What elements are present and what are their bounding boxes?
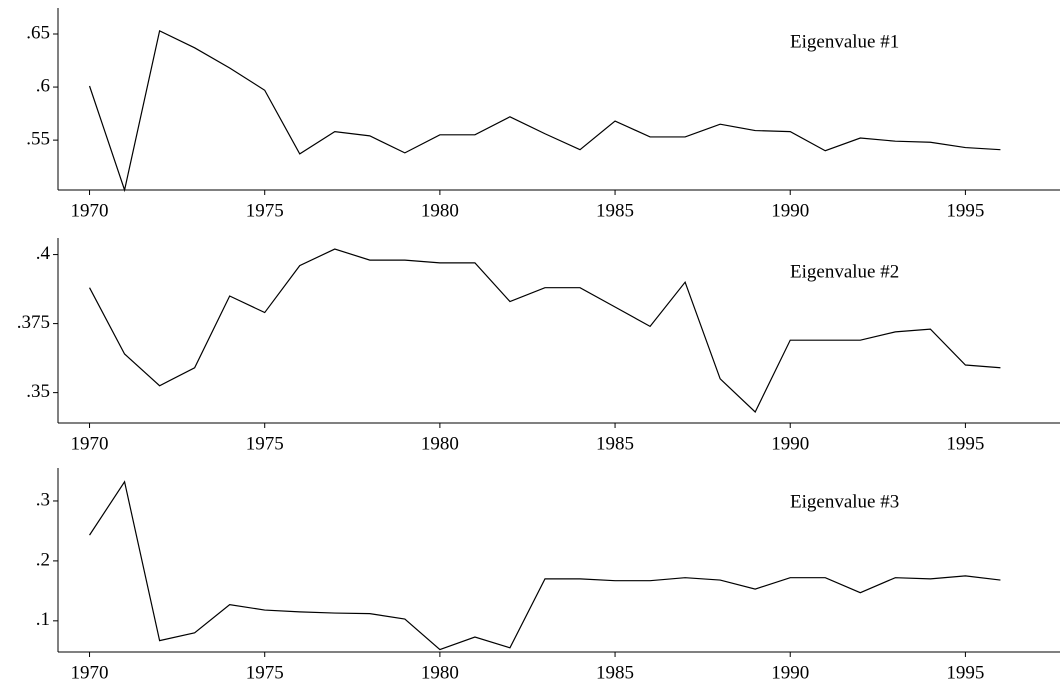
data-line [89, 248, 1001, 413]
panel-title: Eigenvalue #2 [790, 261, 899, 282]
y-tick-label: .2 [36, 549, 50, 570]
x-tick-label: 1995 [946, 662, 984, 683]
y-tick-label: .3 [36, 489, 50, 510]
x-tick-label: 1985 [596, 433, 634, 454]
y-tick-label: .375 [17, 312, 50, 333]
x-tick-label: 1995 [946, 200, 984, 221]
x-tick-label: 1985 [596, 662, 634, 683]
data-line [88, 29, 1001, 193]
y-tick-label: .6 [36, 75, 50, 96]
x-tick-label: 1990 [771, 433, 809, 454]
x-tick-label: 1980 [421, 433, 459, 454]
x-tick-label: 1975 [246, 433, 284, 454]
x-tick-label: 1975 [246, 662, 284, 683]
x-tick-label: 1970 [71, 433, 109, 454]
x-tick-label: 1980 [421, 662, 459, 683]
x-tick-label: 1995 [946, 433, 984, 454]
y-tick-label: .65 [26, 22, 50, 43]
x-tick-label: 1990 [771, 200, 809, 221]
data-line [89, 480, 1001, 651]
x-tick-label: 1975 [246, 200, 284, 221]
x-tick-label: 1985 [596, 200, 634, 221]
y-tick-label: .55 [26, 128, 50, 149]
y-tick-label: .35 [26, 381, 50, 402]
panel-title: Eigenvalue #3 [790, 491, 899, 512]
x-tick-label: 1970 [71, 200, 109, 221]
y-tick-label: .1 [36, 609, 50, 630]
x-tick-label: 1970 [71, 662, 109, 683]
x-tick-label: 1980 [421, 200, 459, 221]
x-tick-label: 1990 [771, 662, 809, 683]
panel-title: Eigenvalue #1 [790, 31, 899, 52]
y-tick-label: .4 [36, 243, 51, 264]
